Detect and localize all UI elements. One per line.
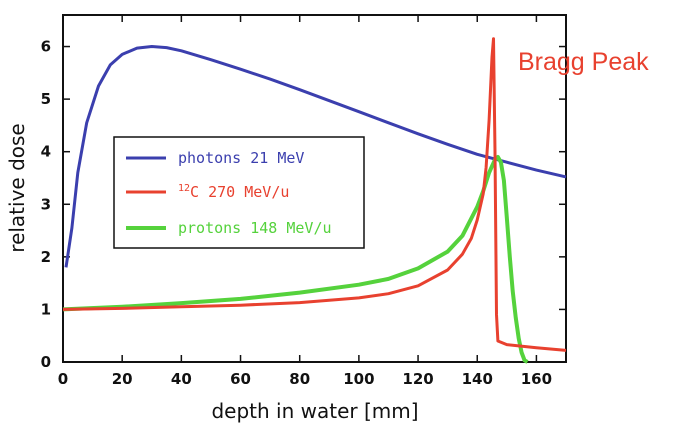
legend: photons 21 MeV 12C 270 MeV/u protons 148… [113,136,365,249]
y-tick-label: 5 [41,90,51,108]
y-tick-label: 4 [41,143,51,161]
x-tick-label: 80 [289,370,310,388]
legend-label-carbon: 12C 270 MeV/u [178,183,289,201]
x-tick-label: 60 [230,370,251,388]
x-tick-label: 0 [58,370,68,388]
y-axis-title: relative dose [5,123,29,252]
legend-label-carbon-superscript: 12 [178,183,190,194]
x-tick-label: 100 [343,370,374,388]
y-tick-label: 3 [41,195,51,213]
series-line-2 [62,155,529,364]
series-line-0 [64,45,567,268]
x-axis-title: depth in water [mm] [211,399,418,423]
y-tick-label: 1 [41,300,51,318]
x-tick-label: 40 [171,370,192,388]
x-tick-label: 20 [112,370,133,388]
x-tick-label: 120 [402,370,433,388]
y-tick-label: 2 [41,248,51,266]
plot-frame [62,14,567,363]
x-tick-label: 140 [462,370,493,388]
series-layer [62,37,567,364]
y-tick-label: 0 [41,353,51,371]
series-line-1 [62,37,567,352]
legend-label-photons: photons 21 MeV [178,149,304,167]
legend-label-protons: protons 148 MeV/u [178,219,332,237]
x-axis: 0 20 40 60 80 100 120 140 160 [58,15,552,388]
y-tick-label: 6 [41,38,51,56]
bragg-peak-annotation: Bragg Peak [518,48,649,76]
x-tick-label: 160 [521,370,552,388]
